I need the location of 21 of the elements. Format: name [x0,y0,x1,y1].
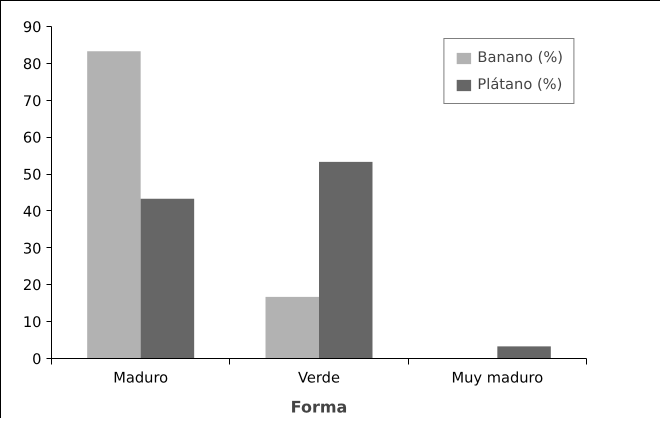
y-tick-label: 20 [22,277,42,294]
legend-label: Plátano (%) [477,76,562,93]
bar [87,51,141,358]
y-tick-label: 90 [22,19,42,36]
bar [266,296,319,358]
y-tick-label: 60 [22,130,42,147]
bar [140,198,194,358]
y-tick-label: 50 [22,166,42,184]
y-tick-label: 0 [32,351,42,368]
y-tick-label: 70 [22,92,42,110]
legend-label: Banano (%) [477,49,563,66]
x-tick-label: Maduro [113,370,168,386]
y-tick-label: 30 [22,240,42,258]
x-tick-label: Muy maduro [451,370,544,386]
x-axis-title: Forma [290,398,348,416]
x-tick-label: Verde [298,370,340,386]
y-tick-label: 80 [22,56,42,73]
y-tick-label: 40 [22,203,42,220]
bar [319,162,372,358]
bar [497,346,551,358]
y-tick-label: 10 [22,314,42,332]
